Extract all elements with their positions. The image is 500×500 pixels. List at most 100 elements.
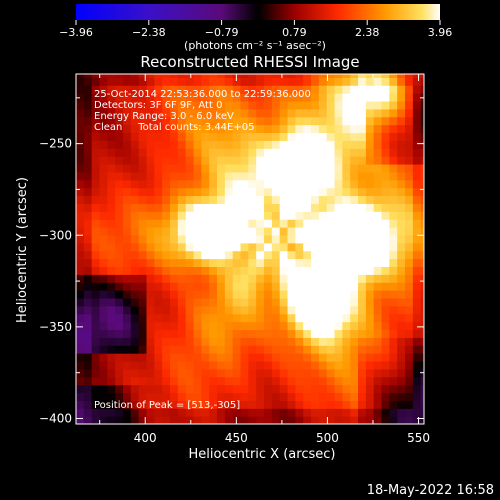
heatmap-cell <box>318 392 328 401</box>
heatmap-cell <box>256 211 265 220</box>
heatmap-cell <box>138 274 148 283</box>
heatmap-cell <box>177 77 187 86</box>
heatmap-cell <box>76 384 85 394</box>
heatmap-cell <box>342 282 351 291</box>
heatmap-cell <box>318 345 328 354</box>
heatmap-cell <box>420 337 424 346</box>
heatmap-cell <box>350 416 359 424</box>
heatmap-cell <box>209 266 218 275</box>
heatmap-cell <box>405 353 414 362</box>
heatmap-cell <box>373 321 383 331</box>
heatmap-cell <box>115 266 124 275</box>
heatmap-cell <box>162 400 171 409</box>
heatmap-cell <box>248 376 257 386</box>
heatmap-cell <box>170 266 179 275</box>
heatmap-cell <box>201 219 210 228</box>
heatmap-cell <box>397 132 406 141</box>
heatmap-cell <box>209 124 218 134</box>
heatmap-cell <box>326 416 336 424</box>
heatmap-cell <box>342 219 351 228</box>
heatmap-cell <box>99 219 108 228</box>
heatmap-cell <box>287 345 296 354</box>
heatmap-cell <box>287 353 296 362</box>
heatmap-cell <box>287 227 296 236</box>
heatmap-cell <box>381 203 390 212</box>
heatmap-cell <box>162 305 171 315</box>
heatmap-cell <box>99 74 108 78</box>
heatmap-cell <box>303 124 312 134</box>
heatmap-cell <box>146 219 155 228</box>
heatmap-cell <box>91 384 101 394</box>
heatmap-cell <box>154 195 163 204</box>
heatmap-cell <box>177 345 187 354</box>
heatmap-cell <box>232 179 242 189</box>
heatmap-cell <box>154 384 163 394</box>
heatmap-cell <box>311 313 320 323</box>
heatmap-cell <box>130 156 140 165</box>
heatmap-cell <box>350 392 359 401</box>
heatmap-cell <box>138 258 148 268</box>
heatmap-cell <box>350 187 359 197</box>
heatmap-cell <box>287 376 296 386</box>
heatmap-cell <box>420 74 424 78</box>
heatmap-cell <box>311 353 320 362</box>
heatmap-cell <box>295 187 304 197</box>
heatmap-cell <box>334 148 343 157</box>
heatmap-cell <box>240 297 249 307</box>
heatmap-cell <box>232 140 242 149</box>
heatmap-cell <box>240 321 249 331</box>
heatmap-cell <box>130 408 140 417</box>
heatmap-cell <box>130 321 140 331</box>
heatmap-cell <box>209 108 218 118</box>
heatmap-cell <box>287 242 296 252</box>
heatmap-cell <box>138 203 148 212</box>
heatmap-cell <box>397 392 406 401</box>
heatmap-cell <box>177 368 187 378</box>
heatmap-cell <box>193 258 202 268</box>
heatmap-cell <box>115 171 124 181</box>
heatmap-cell <box>170 163 179 173</box>
heatmap-cell <box>224 266 234 275</box>
heatmap-cell <box>311 219 320 228</box>
heatmap-cell <box>264 360 273 370</box>
heatmap-cell <box>123 337 132 346</box>
heatmap-cell <box>248 345 257 354</box>
heatmap-cell <box>76 74 85 78</box>
heatmap-cell <box>389 77 398 86</box>
heatmap-cell <box>248 353 257 362</box>
heatmap-cell <box>146 329 155 338</box>
heatmap-cell <box>209 195 218 204</box>
heatmap-cell <box>162 140 171 149</box>
heatmap-cell <box>373 163 383 173</box>
heatmap-cell <box>334 100 343 110</box>
heatmap-cell <box>420 282 424 291</box>
heatmap-cell <box>146 376 155 386</box>
heatmap-cell <box>123 203 132 212</box>
heatmap-cell <box>123 282 132 291</box>
heatmap-cell <box>224 400 234 409</box>
heatmap-cell <box>201 290 210 299</box>
heatmap-cell <box>271 329 281 338</box>
heatmap-cell <box>412 211 422 220</box>
heatmap-cell <box>107 360 116 370</box>
heatmap-cell <box>412 74 422 78</box>
heatmap-cell <box>248 100 257 110</box>
heatmap-cell <box>76 171 85 181</box>
heatmap-cell <box>295 360 304 370</box>
heatmap-cell <box>170 345 179 354</box>
heatmap-cell <box>303 416 312 424</box>
heatmap-cell <box>271 353 281 362</box>
heatmap-cell <box>420 297 424 307</box>
heatmap-cell <box>271 100 281 110</box>
heatmap-cell <box>350 100 359 110</box>
heatmap-cell <box>373 148 383 157</box>
heatmap-cell <box>185 211 195 220</box>
heatmap-cell <box>154 376 163 386</box>
heatmap-cell <box>217 148 226 157</box>
heatmap-cell <box>232 360 242 370</box>
heatmap-cell <box>271 85 281 94</box>
heatmap-cell <box>373 376 383 386</box>
heatmap-cell <box>130 171 140 181</box>
heatmap-cell <box>381 100 390 110</box>
heatmap-cell <box>115 219 124 228</box>
